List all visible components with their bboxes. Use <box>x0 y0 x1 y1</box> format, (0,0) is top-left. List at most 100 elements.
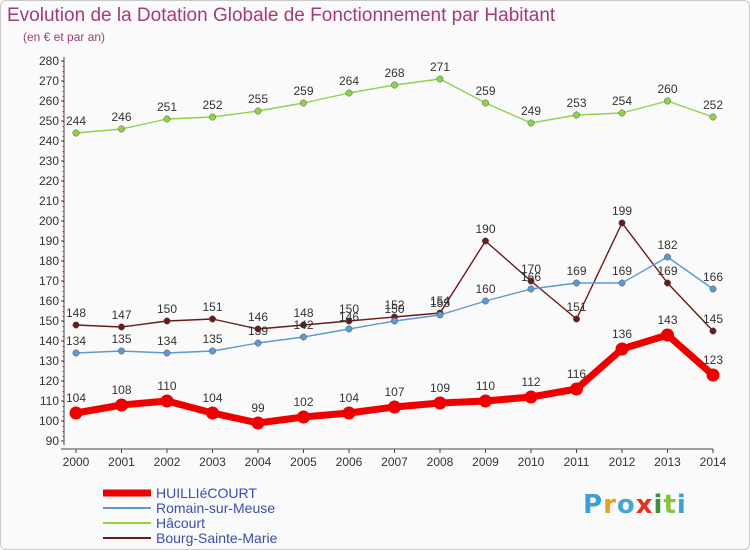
data-label: 104 <box>339 391 359 405</box>
x-tick-label: 2003 <box>199 455 226 469</box>
data-point <box>206 406 219 420</box>
data-label: 148 <box>66 306 86 320</box>
data-point <box>254 339 262 347</box>
data-point <box>618 219 626 227</box>
data-label: 252 <box>703 98 723 112</box>
logo-letter: t <box>663 490 677 520</box>
data-label: 123 <box>703 353 723 367</box>
data-label: 104 <box>202 391 222 405</box>
data-label: 244 <box>66 114 86 128</box>
data-point <box>482 237 489 245</box>
data-point <box>342 406 356 420</box>
data-label: 143 <box>657 313 677 327</box>
data-label: 108 <box>111 383 131 397</box>
y-tick-label: 190 <box>39 234 59 248</box>
data-point <box>72 129 80 137</box>
data-point <box>72 349 80 357</box>
x-tick-label: 2014 <box>700 455 727 469</box>
data-label: 104 <box>66 391 86 405</box>
x-tick-label: 2004 <box>245 455 272 469</box>
x-tick-label: 2007 <box>381 455 408 469</box>
data-label: 102 <box>293 395 313 409</box>
data-point <box>300 99 307 107</box>
data-label: 150 <box>384 302 404 316</box>
data-point <box>118 323 125 331</box>
data-label: 166 <box>703 270 723 284</box>
y-tick-label: 180 <box>39 254 59 268</box>
logo-letter: r <box>603 490 617 520</box>
data-point <box>300 321 307 329</box>
data-point <box>160 394 174 408</box>
y-tick-label: 110 <box>40 394 59 408</box>
data-label: 110 <box>476 379 495 393</box>
data-point <box>615 342 629 356</box>
data-point <box>391 81 398 89</box>
x-tick-label: 2000 <box>63 455 90 469</box>
data-point <box>251 416 265 430</box>
data-point <box>254 325 262 333</box>
data-point <box>345 317 353 325</box>
y-tick-label: 160 <box>39 294 59 308</box>
data-point <box>300 333 307 341</box>
data-label: 154 <box>430 294 450 308</box>
y-tick-label: 240 <box>39 134 59 148</box>
data-label: 260 <box>657 82 677 96</box>
data-label: 146 <box>248 310 268 324</box>
data-point <box>118 125 125 133</box>
data-point <box>254 107 262 115</box>
y-tick-label: 200 <box>39 214 59 228</box>
data-label: 199 <box>612 204 632 218</box>
data-label: 246 <box>111 110 131 124</box>
y-tick-label: 210 <box>39 194 59 208</box>
data-label: 147 <box>111 308 131 322</box>
x-tick-label: 2012 <box>609 455 636 469</box>
data-point <box>163 349 171 357</box>
data-label: 151 <box>202 300 222 314</box>
chart-title: Evolution de la Dotation Globale de Fonc… <box>7 5 556 26</box>
data-label: 190 <box>475 222 495 236</box>
logo-letter: P <box>583 490 604 520</box>
data-point <box>436 75 444 83</box>
legend-label: HUILLIéCOURT <box>156 485 257 501</box>
data-point <box>482 99 489 107</box>
data-point <box>297 410 310 424</box>
data-label: 170 <box>521 262 541 276</box>
y-tick-label: 90 <box>46 434 60 448</box>
data-label: 151 <box>566 300 586 314</box>
data-label: 252 <box>202 98 222 112</box>
y-tick-label: 120 <box>39 374 59 388</box>
chart-subtitle: (en € et par an) <box>23 30 106 44</box>
data-point <box>573 315 580 323</box>
data-point <box>72 321 80 329</box>
y-tick-label: 280 <box>39 54 59 68</box>
x-tick-label: 2011 <box>564 455 590 469</box>
x-tick-label: 2013 <box>654 455 681 469</box>
data-point <box>706 368 720 382</box>
data-point <box>618 279 626 287</box>
data-point <box>209 315 216 323</box>
data-label: 136 <box>612 327 632 341</box>
data-point <box>69 406 83 420</box>
legend-label: Romain-sur-Meuse <box>156 500 275 516</box>
data-label: 249 <box>521 104 541 118</box>
data-point <box>433 396 447 410</box>
data-label: 254 <box>612 94 632 108</box>
data-point <box>163 317 171 325</box>
x-tick-label: 2009 <box>472 455 499 469</box>
data-label: 259 <box>293 84 313 98</box>
data-label: 134 <box>157 334 177 348</box>
data-label: 166 <box>521 270 541 284</box>
data-point <box>527 277 535 285</box>
data-label: 135 <box>202 332 222 346</box>
data-label: 112 <box>521 375 540 389</box>
x-tick-label: 2005 <box>290 455 317 469</box>
y-tick-label: 130 <box>39 354 59 368</box>
data-label: 99 <box>251 401 265 415</box>
data-label: 153 <box>430 296 450 310</box>
data-point <box>436 311 444 319</box>
data-label: 259 <box>475 84 495 98</box>
data-label: 139 <box>248 324 268 338</box>
y-tick-label: 100 <box>39 414 59 428</box>
